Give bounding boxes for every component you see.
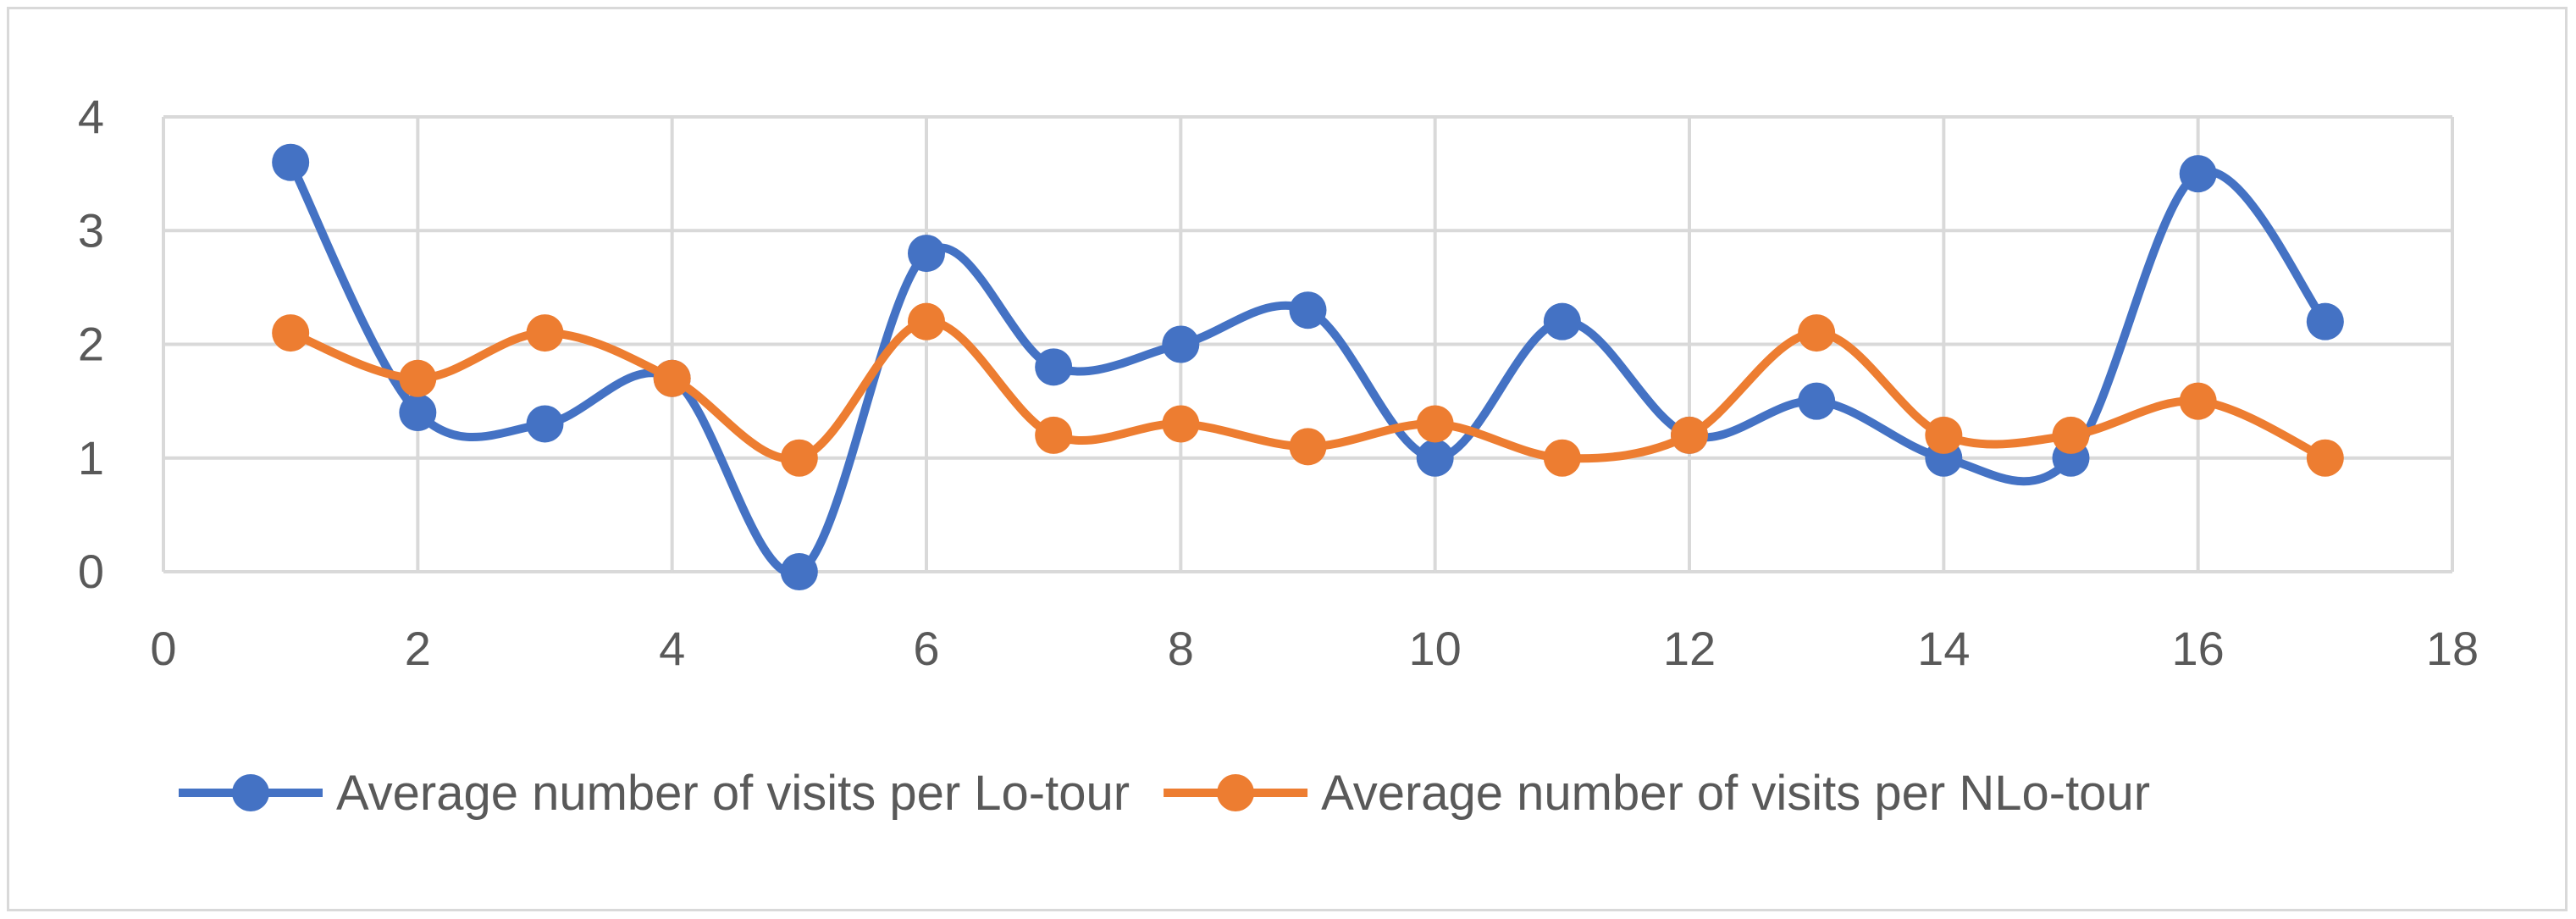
data-point xyxy=(1416,405,1454,443)
legend-label: Average number of visits per Lo-tour xyxy=(336,766,1130,821)
data-point xyxy=(2052,416,2090,454)
y-tick-label: 0 xyxy=(78,545,104,598)
legend-marker xyxy=(1217,774,1255,811)
data-point xyxy=(1798,382,1836,420)
data-point xyxy=(653,359,691,397)
legend-label: Average number of visits per NLo-tour xyxy=(1321,766,2150,821)
data-point xyxy=(1035,416,1073,454)
x-tick-label: 18 xyxy=(2426,622,2479,675)
series xyxy=(272,143,2344,590)
data-point xyxy=(780,553,818,590)
data-point xyxy=(2306,302,2344,340)
x-tick-label: 8 xyxy=(1168,622,1194,675)
x-tick-label: 14 xyxy=(1917,622,1970,675)
series-1 xyxy=(272,143,2344,590)
data-point xyxy=(2306,439,2344,477)
data-point xyxy=(2179,382,2217,420)
legend-marker xyxy=(232,774,269,811)
x-tick-label: 6 xyxy=(913,622,939,675)
data-point xyxy=(1162,325,1200,363)
x-tick-label: 10 xyxy=(1409,622,1462,675)
data-point xyxy=(1925,416,1963,454)
x-axis-ticks: 0 2 4 6 8 10 12 14 16 18 xyxy=(150,622,2479,675)
data-point xyxy=(908,235,945,273)
data-point xyxy=(526,314,564,352)
y-tick-label: 1 xyxy=(78,431,104,484)
x-tick-label: 2 xyxy=(405,622,431,675)
data-point xyxy=(399,359,437,397)
data-point xyxy=(399,394,437,432)
x-tick-label: 4 xyxy=(659,622,685,675)
data-point xyxy=(780,439,818,477)
legend-item: Average number of visits per Lo-tour xyxy=(179,766,1130,821)
series-line xyxy=(286,158,2330,578)
data-point xyxy=(1162,405,1200,443)
data-point xyxy=(2179,155,2217,193)
data-point xyxy=(1035,348,1073,386)
data-point xyxy=(1289,428,1327,466)
data-point xyxy=(1671,416,1708,454)
data-point xyxy=(526,405,564,443)
x-tick-label: 0 xyxy=(150,622,176,675)
y-tick-label: 3 xyxy=(78,203,104,257)
data-point xyxy=(1416,439,1454,477)
y-axis-ticks: 0 1 2 3 4 xyxy=(78,90,104,598)
data-point xyxy=(272,314,310,352)
x-tick-label: 16 xyxy=(2172,622,2225,675)
legend-item: Average number of visits per NLo-tour xyxy=(1164,766,2150,821)
data-point xyxy=(272,143,310,181)
x-tick-label: 12 xyxy=(1663,622,1716,675)
data-point xyxy=(1289,291,1327,329)
data-point xyxy=(1543,439,1581,477)
data-point xyxy=(908,302,945,340)
series-2 xyxy=(272,302,2344,477)
y-tick-label: 2 xyxy=(78,318,104,371)
legend: Average number of visits per Lo-tour Aver… xyxy=(179,766,2150,821)
data-point xyxy=(1543,302,1581,340)
data-point xyxy=(1798,314,1836,352)
y-tick-label: 4 xyxy=(78,90,104,143)
